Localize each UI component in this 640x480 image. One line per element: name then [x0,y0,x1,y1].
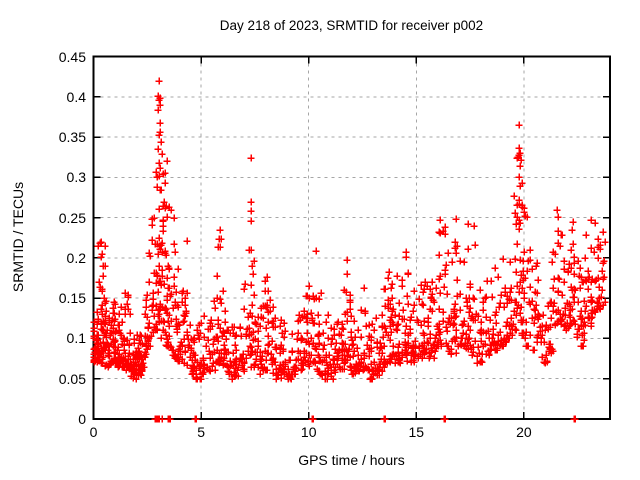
x-tick-label: 10 [300,424,317,440]
x-tick-label: 15 [408,424,425,440]
y-tick-label: 0.1 [66,330,86,347]
y-tick-label: 0.2 [66,249,86,266]
data-points [90,77,609,423]
x-tick-label: 20 [516,424,532,440]
y-tick-label: 0.35 [58,129,86,146]
y-tick-label: 0.45 [58,48,86,65]
chart-title: Day 218 of 2023, SRMTID for receiver p00… [219,18,484,33]
y-tick-label: 0.4 [66,88,86,105]
y-tick-label: 0.05 [58,370,86,387]
x-tick-label: 5 [197,424,205,440]
x-axis-label: GPS time / hours [298,452,405,468]
y-tick-label: 0.3 [66,169,86,186]
plot-border [92,55,611,420]
y-tick-label: 0 [78,411,86,427]
x-tick-label: 0 [89,424,98,440]
y-tick-label: 0.15 [58,290,86,307]
y-tick-label: 0.25 [58,209,86,226]
